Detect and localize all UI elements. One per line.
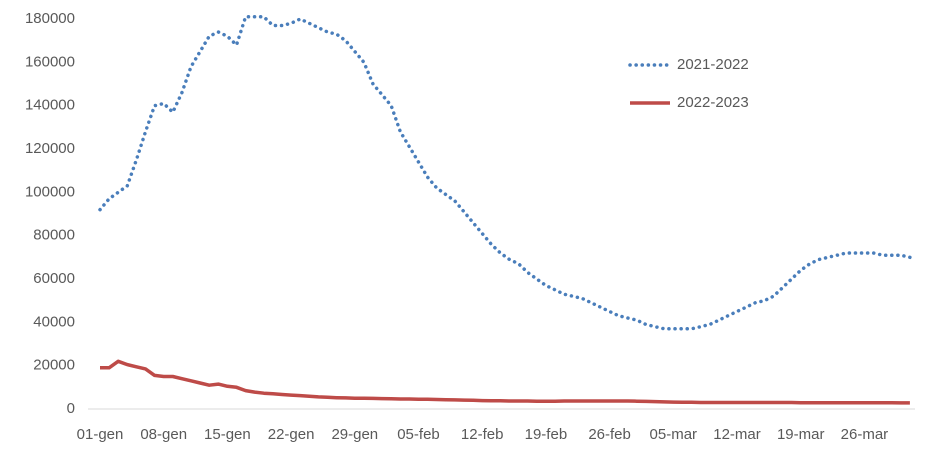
x-tick-label: 29-gen [331,426,378,443]
y-tick-label: 80000 [33,227,75,244]
y-tick-label: 40000 [33,313,75,330]
y-tick-label: 140000 [25,97,75,114]
x-tick-label: 15-gen [204,426,251,443]
x-tick-label: 12-mar [713,426,761,443]
x-tick-label: 05-mar [650,426,698,443]
y-tick-label: 60000 [33,270,75,287]
x-tick-label: 12-feb [461,426,504,443]
y-tick-label: 180000 [25,10,75,27]
x-tick-label: 19-mar [777,426,825,443]
y-tick-label: 0 [67,400,75,417]
x-tick-label: 19-feb [525,426,568,443]
legend-label: 2022-2023 [677,94,749,111]
x-tick-label: 05-feb [397,426,440,443]
x-tick-label: 22-gen [268,426,315,443]
y-tick-label: 20000 [33,357,75,374]
x-tick-label: 08-gen [140,426,187,443]
x-tick-label: 26-feb [588,426,631,443]
series-line [100,359,910,405]
y-tick-label: 160000 [25,53,75,70]
y-tick-label: 100000 [25,183,75,200]
x-tick-label: 01-gen [77,426,124,443]
y-tick-label: 120000 [25,140,75,157]
legend-label: 2021-2022 [677,56,749,73]
x-tick-label: 26-mar [841,426,889,443]
series-line [98,15,912,331]
